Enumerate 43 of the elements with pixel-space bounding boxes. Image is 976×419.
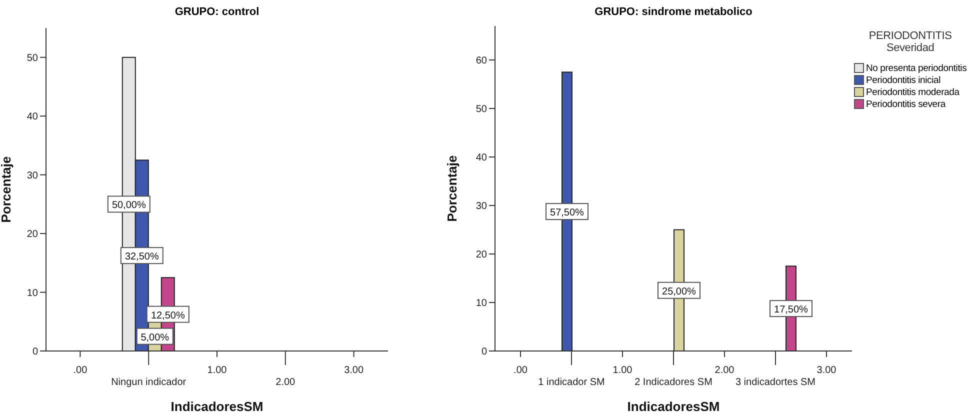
- legend-label: Periodontitis inicial: [866, 74, 940, 86]
- x-tick-label: 2.00: [276, 377, 296, 388]
- y-tick-label: 50: [476, 104, 488, 116]
- x-axis-title: IndicadoresSM: [170, 399, 264, 414]
- chart-title: GRUPO: sindrome metabolico: [594, 6, 754, 18]
- x-tick-label: .00: [73, 365, 88, 376]
- data-label: 17,50%: [774, 304, 808, 316]
- y-tick-label: 20: [26, 229, 38, 240]
- data-label: 57,50%: [550, 208, 584, 219]
- data-label: 32,50%: [124, 252, 159, 263]
- x-tick-label: 1.00: [207, 365, 228, 376]
- legend-label: No presenta periodontitis: [866, 62, 967, 74]
- y-axis-title: Porcentaje: [0, 156, 14, 223]
- x-tick-label: 2.00: [714, 365, 735, 376]
- legend-title: PERIODONTITIS Severidad: [868, 30, 953, 54]
- x-tick-label: 3.00: [344, 365, 364, 376]
- y-tick-label: 10: [476, 298, 488, 310]
- data-label: 5,00%: [140, 332, 170, 344]
- y-tick-label: 0: [481, 346, 488, 358]
- y-tick-label: 30: [26, 170, 38, 182]
- legend-label: Periodontitis moderada: [866, 86, 960, 98]
- y-tick-label: 30: [476, 201, 488, 212]
- x-tick-label: 3.00: [816, 365, 837, 376]
- x-tick-label: 3 indicadortes SM: [735, 377, 816, 388]
- x-tick-label: 2 Indicadores SM: [634, 377, 712, 388]
- data-label: 12,50%: [150, 310, 185, 322]
- y-axis-title: Porcentaje: [444, 155, 460, 222]
- y-tick-label: 20: [476, 250, 488, 261]
- x-tick-label: 1.00: [612, 365, 633, 376]
- legend-label: Periodontitis severa: [866, 98, 946, 110]
- y-tick-label: 50: [26, 52, 38, 64]
- y-tick-label: 40: [476, 152, 488, 164]
- data-label: 25,00%: [662, 286, 696, 298]
- x-tick-label: Ningun indicador: [111, 377, 187, 388]
- chart-title: GRUPO: control: [174, 6, 260, 18]
- x-axis-title: IndicadoresSM: [627, 399, 720, 414]
- x-tick-label: .00: [514, 365, 528, 376]
- y-tick-label: 10: [26, 288, 38, 299]
- y-tick-label: 60: [476, 56, 488, 67]
- x-tick-label: 1 indicador SM: [538, 377, 605, 388]
- data-label: 50,00%: [112, 200, 146, 212]
- y-tick-label: 0: [32, 346, 38, 358]
- y-tick-label: 40: [26, 112, 38, 123]
